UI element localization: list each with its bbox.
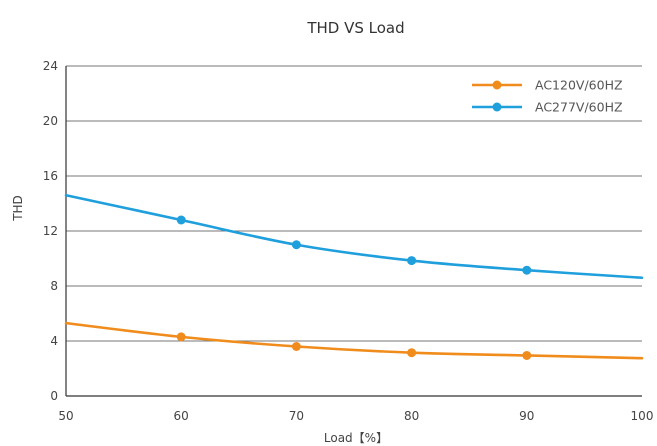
legend: AC120V/60HZ AC277V/60HZ xyxy=(472,78,623,115)
x-axis-label: Load【%】 xyxy=(324,431,388,445)
x-tick-label: 90 xyxy=(519,409,534,423)
data-point xyxy=(522,265,532,275)
y-tick-label: 24 xyxy=(43,59,58,73)
y-tick-label: 12 xyxy=(43,224,58,238)
legend-swatch-marker xyxy=(492,80,502,90)
data-point xyxy=(407,348,417,358)
x-tick-label: 100 xyxy=(631,409,654,423)
data-point xyxy=(291,240,301,250)
y-tick-labels: 0 4 8 12 16 20 24 xyxy=(43,59,58,403)
y-tick-label: 4 xyxy=(50,334,58,348)
y-tick-label: 8 xyxy=(50,279,58,293)
grid-lines xyxy=(65,65,642,397)
data-point xyxy=(407,256,417,266)
data-point xyxy=(291,342,301,351)
chart-title: THD VS Load xyxy=(306,19,404,37)
y-tick-label: 16 xyxy=(43,169,58,183)
y-axis-label: THD xyxy=(11,195,25,222)
series-line-1 xyxy=(64,321,644,360)
y-tick-label: 20 xyxy=(43,114,58,128)
data-point xyxy=(176,215,186,225)
x-tick-labels: 50 60 70 80 90 100 xyxy=(58,409,653,423)
legend-label: AC277V/60HZ xyxy=(535,100,623,115)
data-point xyxy=(522,350,532,360)
data-point xyxy=(176,332,186,342)
series-line-2 xyxy=(64,193,644,280)
legend-label: AC120V/60HZ xyxy=(535,78,623,93)
legend-swatch-marker xyxy=(492,102,502,112)
x-tick-label: 50 xyxy=(58,409,73,423)
x-tick-label: 70 xyxy=(289,409,304,423)
x-tick-label: 80 xyxy=(404,409,419,423)
series-group xyxy=(64,193,644,360)
x-tick-label: 60 xyxy=(174,409,189,423)
y-tick-label: 0 xyxy=(50,389,58,403)
